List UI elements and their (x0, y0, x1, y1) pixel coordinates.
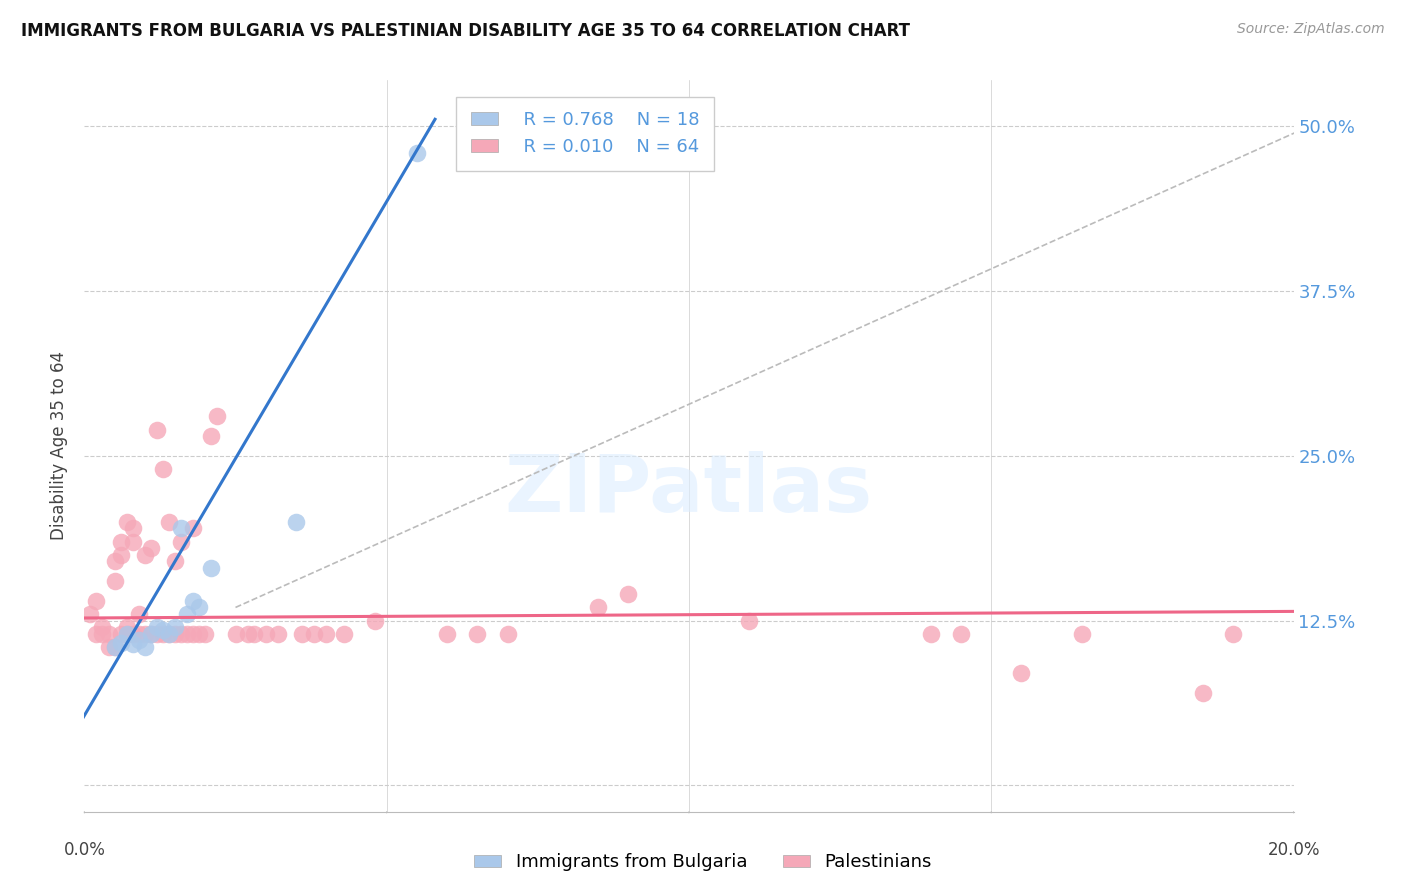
Point (157, 627, 180, 641)
Point (139, 627, 162, 641)
Point (146, 423, 169, 437)
Point (134, 640, 156, 654)
Point (104, 574, 127, 588)
Point (86, 627, 108, 641)
Y-axis label: Disability Age 35 to 64: Disability Age 35 to 64 (51, 351, 69, 541)
Point (181, 627, 204, 641)
Point (157, 515, 180, 529)
Point (86, 594, 108, 608)
Point (176, 627, 198, 641)
Point (302, 627, 325, 641)
Text: Source: ZipAtlas.com: Source: ZipAtlas.com (1237, 22, 1385, 37)
Point (285, 515, 308, 529)
Point (110, 548, 132, 562)
Point (1011, 666, 1033, 681)
Point (254, 627, 277, 641)
Point (157, 627, 180, 641)
Point (1222, 627, 1244, 641)
Point (315, 627, 337, 641)
Point (617, 587, 640, 601)
Text: ZIPatlas: ZIPatlas (505, 450, 873, 529)
Point (165, 620, 187, 634)
Point (115, 515, 138, 529)
Point (267, 627, 290, 641)
Point (194, 627, 217, 641)
Point (91, 620, 114, 634)
Point (165, 554, 187, 568)
Point (121, 521, 143, 535)
Point (115, 627, 138, 641)
Point (152, 462, 174, 476)
Point (588, 600, 610, 615)
Text: 0.0%: 0.0% (63, 841, 105, 859)
Point (200, 429, 222, 443)
Point (128, 633, 150, 648)
Point (236, 627, 259, 641)
Point (128, 607, 150, 621)
Point (188, 627, 211, 641)
Text: 20.0%: 20.0% (1267, 841, 1320, 859)
Point (920, 627, 942, 641)
Point (738, 614, 761, 628)
Point (91, 627, 114, 641)
Point (104, 554, 127, 568)
Point (134, 548, 156, 562)
Point (152, 627, 174, 641)
Point (406, 145, 429, 160)
Point (115, 627, 138, 641)
Point (170, 521, 193, 535)
Point (110, 636, 132, 650)
Point (950, 627, 973, 641)
Point (121, 627, 143, 641)
Point (121, 534, 143, 549)
Point (496, 627, 519, 641)
Point (79, 607, 101, 621)
Point (242, 627, 264, 641)
Point (436, 627, 458, 641)
Point (200, 561, 222, 575)
Point (115, 620, 138, 634)
Point (363, 614, 385, 628)
Legend: Immigrants from Bulgaria, Palestinians: Immigrants from Bulgaria, Palestinians (467, 847, 939, 879)
Legend:   R = 0.768    N = 18,   R = 0.010    N = 64: R = 0.768 N = 18, R = 0.010 N = 64 (456, 96, 714, 170)
Point (181, 594, 204, 608)
Point (188, 600, 211, 615)
Text: IMMIGRANTS FROM BULGARIA VS PALESTINIAN DISABILITY AGE 35 TO 64 CORRELATION CHAR: IMMIGRANTS FROM BULGARIA VS PALESTINIAN … (21, 22, 910, 40)
Point (333, 627, 356, 641)
Point (1192, 686, 1215, 700)
Point (139, 627, 162, 641)
Point (1071, 627, 1094, 641)
Point (291, 627, 314, 641)
Point (121, 637, 143, 651)
Point (97, 640, 120, 654)
Point (170, 534, 193, 549)
Point (97, 627, 120, 641)
Point (110, 534, 132, 549)
Point (181, 521, 204, 535)
Point (139, 541, 162, 556)
Point (110, 627, 132, 641)
Point (146, 620, 169, 634)
Point (104, 640, 127, 654)
Point (176, 607, 198, 621)
Point (207, 409, 229, 424)
Point (165, 627, 187, 641)
Point (225, 627, 247, 641)
Point (134, 627, 156, 641)
Point (104, 640, 127, 654)
Point (170, 627, 193, 641)
Point (467, 627, 489, 641)
Point (152, 623, 174, 637)
Point (146, 627, 169, 641)
Point (128, 627, 150, 641)
